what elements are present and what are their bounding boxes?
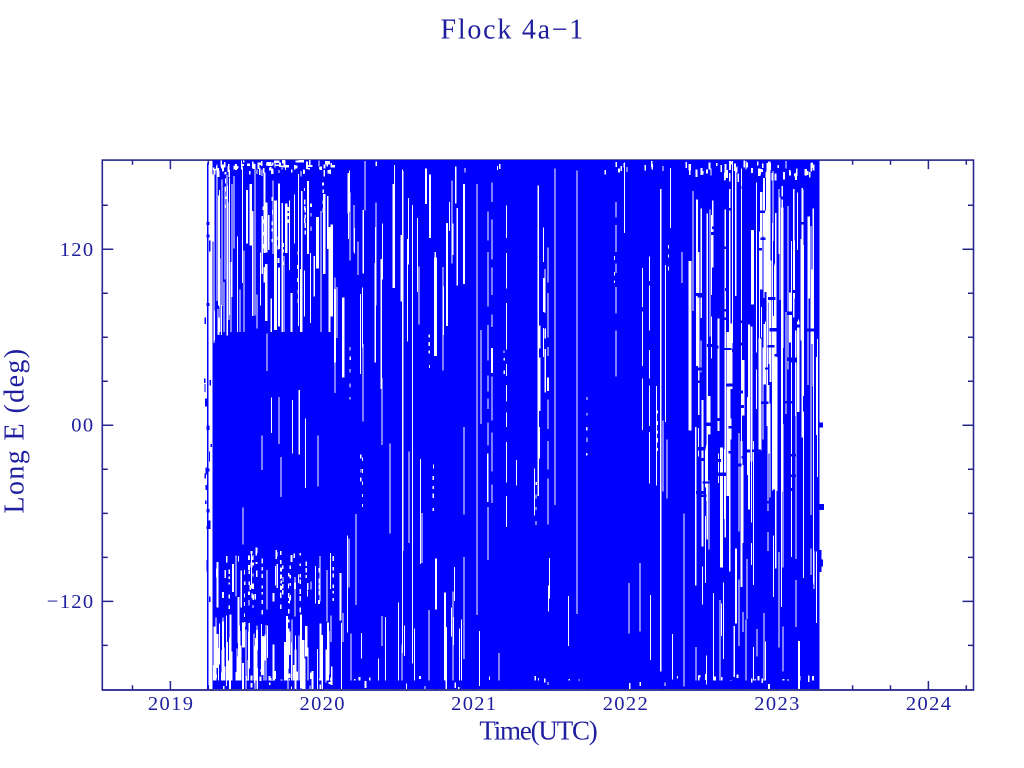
svg-text:Long E (deg): Long E (deg) xyxy=(0,347,31,513)
svg-text:120: 120 xyxy=(60,239,95,261)
svg-text:2020: 2020 xyxy=(299,693,345,715)
svg-text:2021: 2021 xyxy=(451,693,497,715)
svg-text:Flock 4a−1: Flock 4a−1 xyxy=(441,14,586,45)
svg-text:00: 00 xyxy=(71,414,94,436)
svg-text:2024: 2024 xyxy=(906,693,952,715)
svg-text:Time(UTC): Time(UTC) xyxy=(479,716,596,746)
svg-text:−120: −120 xyxy=(47,591,95,613)
svg-text:2023: 2023 xyxy=(754,693,800,715)
svg-text:2019: 2019 xyxy=(148,693,194,715)
svg-text:2022: 2022 xyxy=(603,693,649,715)
